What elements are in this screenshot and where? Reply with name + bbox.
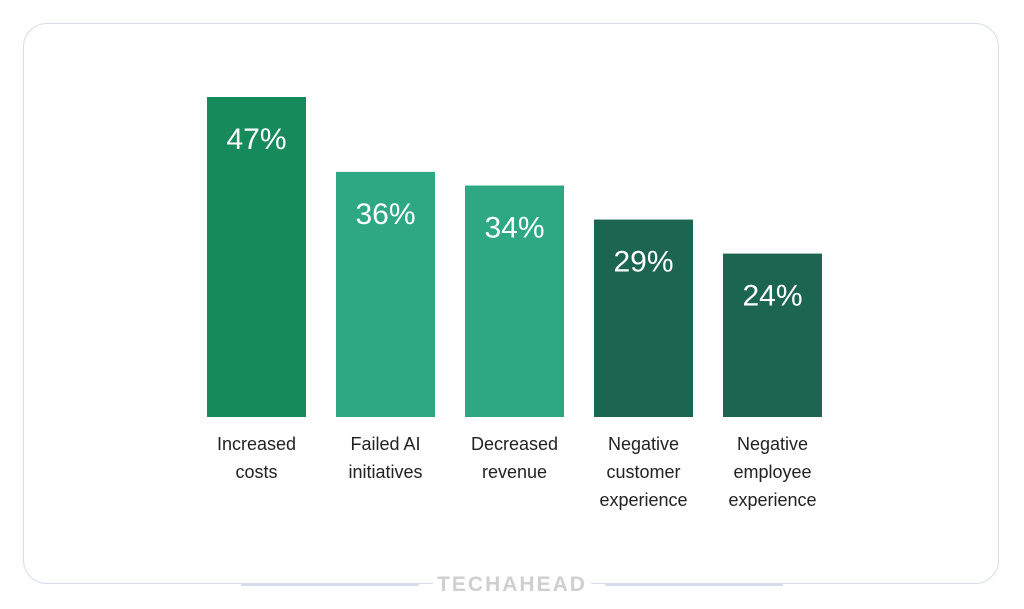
bar-2 [465,185,564,417]
category-label-line: Decreased [471,434,558,454]
bar-0 [207,97,306,417]
category-label-1: Failed AI initiatives [348,434,422,482]
category-label-line: Failed AI [350,434,420,454]
category-label-line: initiatives [348,462,422,482]
category-label-line: Negative [737,434,808,454]
category-label-line: experience [728,490,816,510]
bar-value-label-0: 47% [226,123,286,156]
divider-left [241,584,420,586]
category-label-2: Decreased revenue [471,434,558,482]
bar-value-label-1: 36% [355,198,415,231]
category-labels-group: Increased costs Failed AI initiatives Decrea… [217,434,817,510]
bar-value-label-2: 34% [484,212,544,245]
bar-3 [594,219,693,417]
category-label-4: Negative employee experience [728,434,816,510]
bar-value-label-3: 29% [613,246,673,279]
category-label-line: revenue [482,462,547,482]
bar-value-label-4: 24% [742,280,802,313]
brand-footer: TECHAHEAD [0,571,1024,599]
value-labels-group: 47% 36% 34% 29% 24% [226,123,802,313]
category-label-line: experience [599,490,687,510]
category-label-0: Increased costs [217,434,296,482]
category-label-3: Negative customer experience [599,434,687,510]
bars-group [207,97,822,417]
bar-4 [723,253,822,417]
divider-right [604,584,783,586]
category-label-line: customer [606,462,680,482]
category-label-line: Negative [608,434,679,454]
category-label-line: costs [235,462,277,482]
brand-logo-text: TECHAHEAD [433,573,591,597]
category-label-line: Increased [217,434,296,454]
bar-1 [336,171,435,417]
category-label-line: employee [733,462,811,482]
